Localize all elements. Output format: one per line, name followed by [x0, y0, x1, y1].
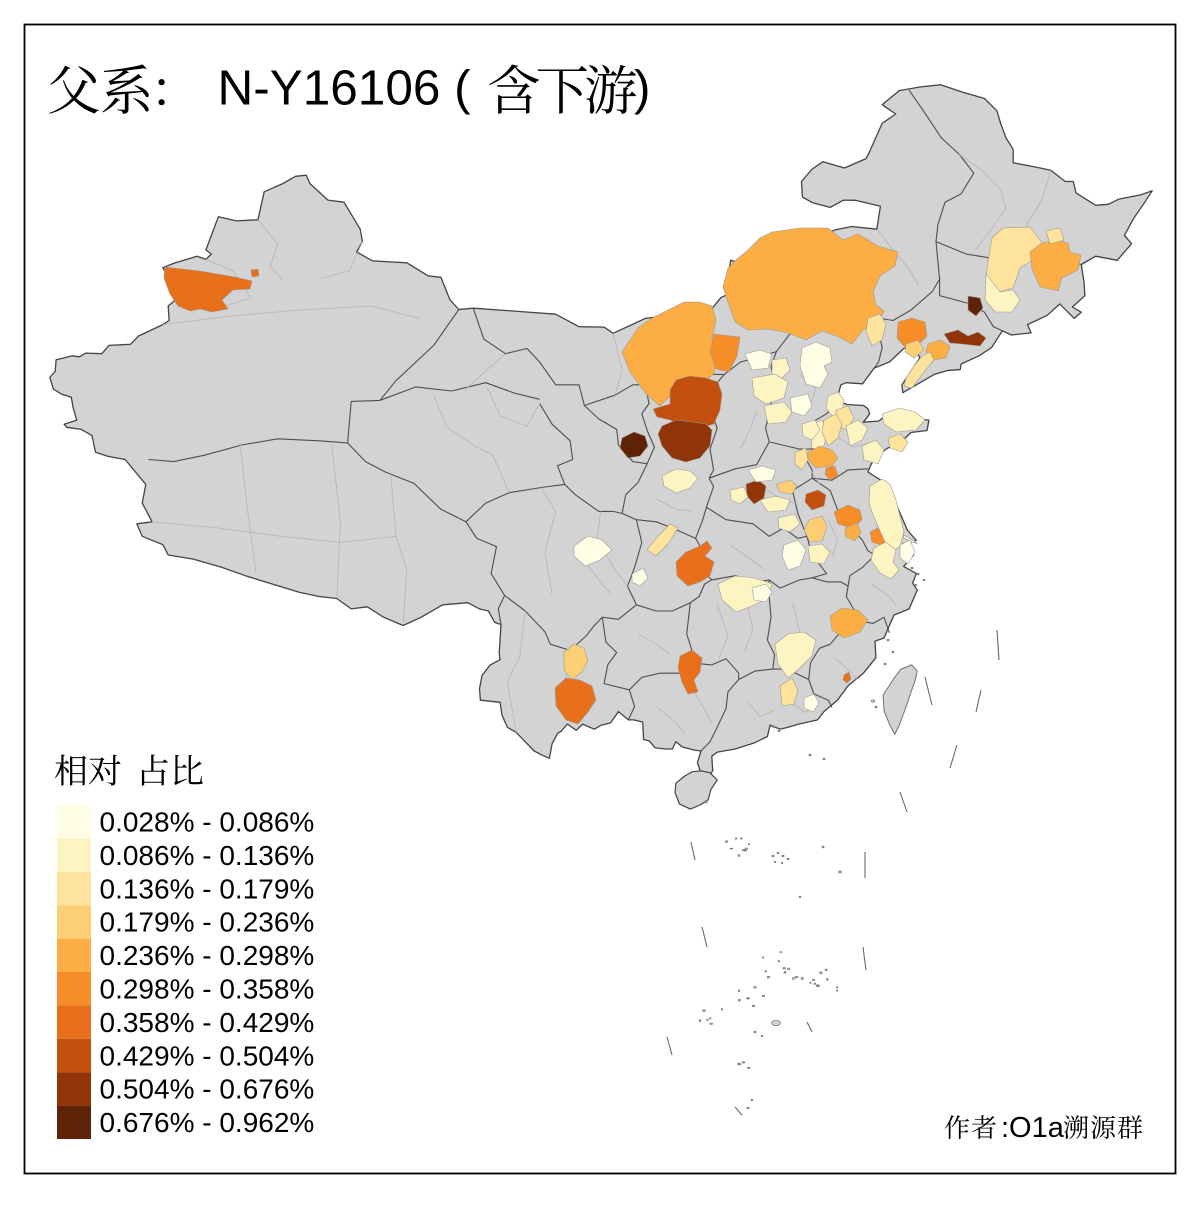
- svg-text:): ): [634, 61, 650, 116]
- svg-text:0.676% - 0.962%: 0.676% - 0.962%: [100, 1107, 315, 1138]
- svg-text:0.136% - 0.179%: 0.136% - 0.179%: [100, 873, 315, 904]
- svg-text:0.358% - 0.429%: 0.358% - 0.429%: [100, 1007, 315, 1038]
- svg-text:0.236% - 0.298%: 0.236% - 0.298%: [100, 940, 315, 971]
- svg-text:0.086% - 0.136%: 0.086% - 0.136%: [100, 840, 315, 871]
- svg-text:0.179% - 0.236%: 0.179% - 0.236%: [100, 907, 315, 938]
- svg-text:0.028% - 0.086%: 0.028% - 0.086%: [100, 807, 315, 838]
- svg-text:0.298% - 0.358%: 0.298% - 0.358%: [100, 974, 315, 1005]
- svg-text:N-Y16106 (: N-Y16106 (: [218, 61, 472, 116]
- svg-text:0.429% - 0.504%: 0.429% - 0.504%: [100, 1040, 315, 1071]
- svg-text::O1a: :O1a: [1001, 1112, 1065, 1144]
- svg-text:0.504% - 0.676%: 0.504% - 0.676%: [100, 1074, 315, 1105]
